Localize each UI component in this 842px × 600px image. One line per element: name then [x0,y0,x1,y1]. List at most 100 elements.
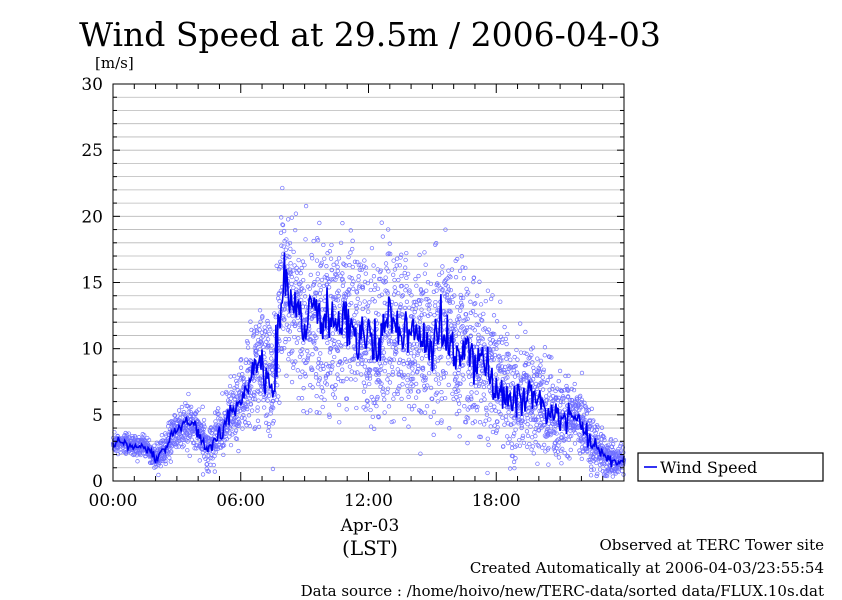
scatter-point [428,414,433,419]
scatter-point [396,290,401,296]
scatter-point [482,422,487,427]
scatter-point [398,369,404,375]
scatter-point [413,277,418,282]
scatter-point [532,430,537,435]
scatter-point [330,331,335,336]
scatter-point [295,368,300,373]
scatter-point [320,389,326,394]
footer-created-timestamp: Created Automatically at 2006-04-03/23:5… [469,559,824,577]
scatter-point [456,314,461,319]
scatter-point [279,243,284,248]
scatter-point [588,473,594,478]
scatter-point [482,342,487,347]
scatter-point [579,370,585,376]
scatter-point [522,350,527,356]
scatter-point [412,310,417,315]
scatter-point [361,389,367,394]
scatter-point [524,429,530,434]
scatter-point [355,361,361,367]
scatter-point [419,356,425,361]
x-tick-label: 06:00 [216,491,265,511]
scatter-point [284,373,289,378]
x-axis-date-label: Apr-03 [340,516,400,536]
scatter-point [371,263,376,268]
scatter-point [450,391,455,397]
scatter-point [543,449,548,454]
scatter-point [286,337,292,342]
scatter-point [308,408,313,413]
scatter-point [373,282,378,288]
scatter-point [457,408,462,414]
scatter-point [392,285,397,290]
scatter-point [422,312,427,317]
scatter-point [200,404,205,409]
scatter-point [424,403,430,409]
scatter-points [110,185,627,479]
scatter-point [361,380,366,385]
scatter-point [281,326,286,331]
scatter-point [477,279,482,284]
scatter-point [379,220,384,225]
scatter-point [556,378,561,384]
scatter-point [515,357,520,362]
scatter-point [341,334,347,339]
scatter-point [315,271,321,276]
scatter-point [396,277,401,283]
scatter-point [513,456,518,461]
scatter-point [362,316,367,321]
scatter-point [240,426,245,431]
scatter-point [362,258,367,263]
scatter-point [337,303,342,309]
scatter-point [351,286,356,291]
scatter-point [324,362,329,367]
scatter-point [347,364,353,369]
scatter-point [293,227,298,233]
scatter-point [433,299,438,305]
scatter-point [317,283,322,288]
scatter-point [350,264,355,270]
scatter-point [572,441,578,446]
scatter-point [382,410,387,415]
scatter-point [416,273,421,279]
scatter-point [393,301,398,307]
scatter-point [468,299,473,304]
scatter-point [385,377,390,382]
scatter-point [439,270,445,275]
scatter-point [340,221,345,226]
scatter-point [375,286,381,291]
scatter-point [498,299,503,304]
scatter-point [558,403,563,408]
scatter-point [414,381,419,387]
scatter-point [335,372,340,377]
x-tick-label: 12:00 [344,491,393,511]
scatter-point [385,390,390,395]
scatter-point [367,300,372,305]
scatter-point [324,264,329,269]
scatter-point [289,379,295,385]
scatter-point [572,381,577,387]
scatter-point [497,353,502,359]
scatter-point [412,403,417,409]
scatter-point [135,459,140,464]
scatter-point [253,324,259,329]
scatter-point [286,313,291,318]
scatter-point [511,459,517,465]
scatter-point [540,375,545,380]
scatter-point [395,391,400,396]
scatter-point [233,428,239,433]
scatter-point [403,288,408,293]
scatter-point [350,246,355,252]
scatter-point [524,351,529,356]
scatter-point [382,368,388,374]
scatter-point [311,238,316,244]
scatter-point [404,283,409,289]
scatter-point [156,472,161,478]
scatter-point [381,392,386,398]
scatter-point [506,410,511,415]
scatter-point [392,392,397,397]
scatter-point [348,228,353,233]
scatter-point [461,377,466,382]
y-tick-label: 5 [92,406,103,426]
scatter-point [354,310,359,315]
scatter-point [321,242,326,248]
